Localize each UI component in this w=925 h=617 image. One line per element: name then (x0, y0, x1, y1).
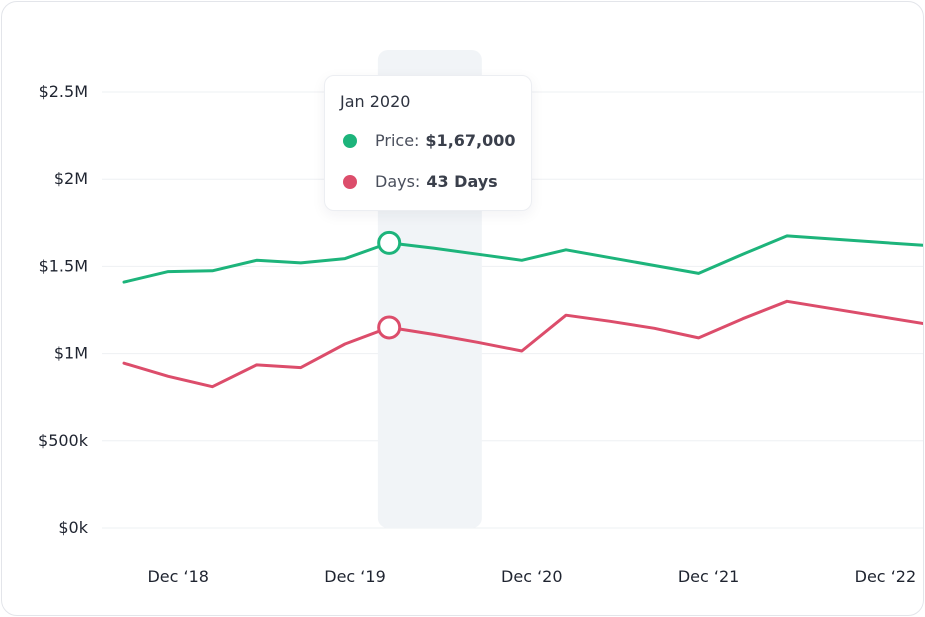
tooltip-days-value: 43 Days (426, 172, 498, 191)
marker-layer (377, 230, 402, 340)
y-tick-label-5: $2.5M (39, 82, 88, 101)
tooltip-row-price: Price: $1,67,000 (343, 131, 516, 150)
chart-tooltip: Jan 2020 Price: $1,67,000 Days: 43 Days (324, 75, 532, 211)
series-layer (122, 234, 923, 389)
tooltip-days-label: Days: (375, 172, 421, 191)
x-tick-label-4: Dec ‘22 (855, 567, 917, 586)
y-tick-label-4: $2M (54, 169, 88, 188)
y-axis: $0k $500k $1M $1.5M $2M $2.5M (38, 82, 89, 537)
x-tick-label-0: Dec ‘18 (147, 567, 209, 586)
marker-price (377, 230, 402, 255)
y-tick-label-0: $0k (58, 518, 88, 537)
tooltip-title: Jan 2020 (340, 92, 411, 111)
price-legend-dot (343, 133, 357, 148)
x-tick-label-2: Dec ‘20 (501, 567, 563, 586)
y-tick-label-3: $1.5M (39, 256, 88, 275)
x-tick-label-3: Dec ‘21 (678, 567, 740, 586)
y-tick-label-2: $1M (54, 344, 88, 363)
y-tick-label-1: $500k (38, 431, 89, 450)
tooltip-price-label: Price: (375, 131, 420, 150)
series-line-days (122, 299, 923, 389)
days-legend-dot (343, 174, 357, 189)
x-axis: Dec ‘18 Dec ‘19 Dec ‘20 Dec ‘21 Dec ‘22 (147, 567, 916, 586)
marker-days (377, 315, 402, 340)
x-tick-label-1: Dec ‘19 (324, 567, 386, 586)
tooltip-price-value: $1,67,000 (425, 131, 516, 150)
tooltip-row-days: Days: 43 Days (343, 172, 498, 191)
series-line-price (122, 234, 923, 284)
